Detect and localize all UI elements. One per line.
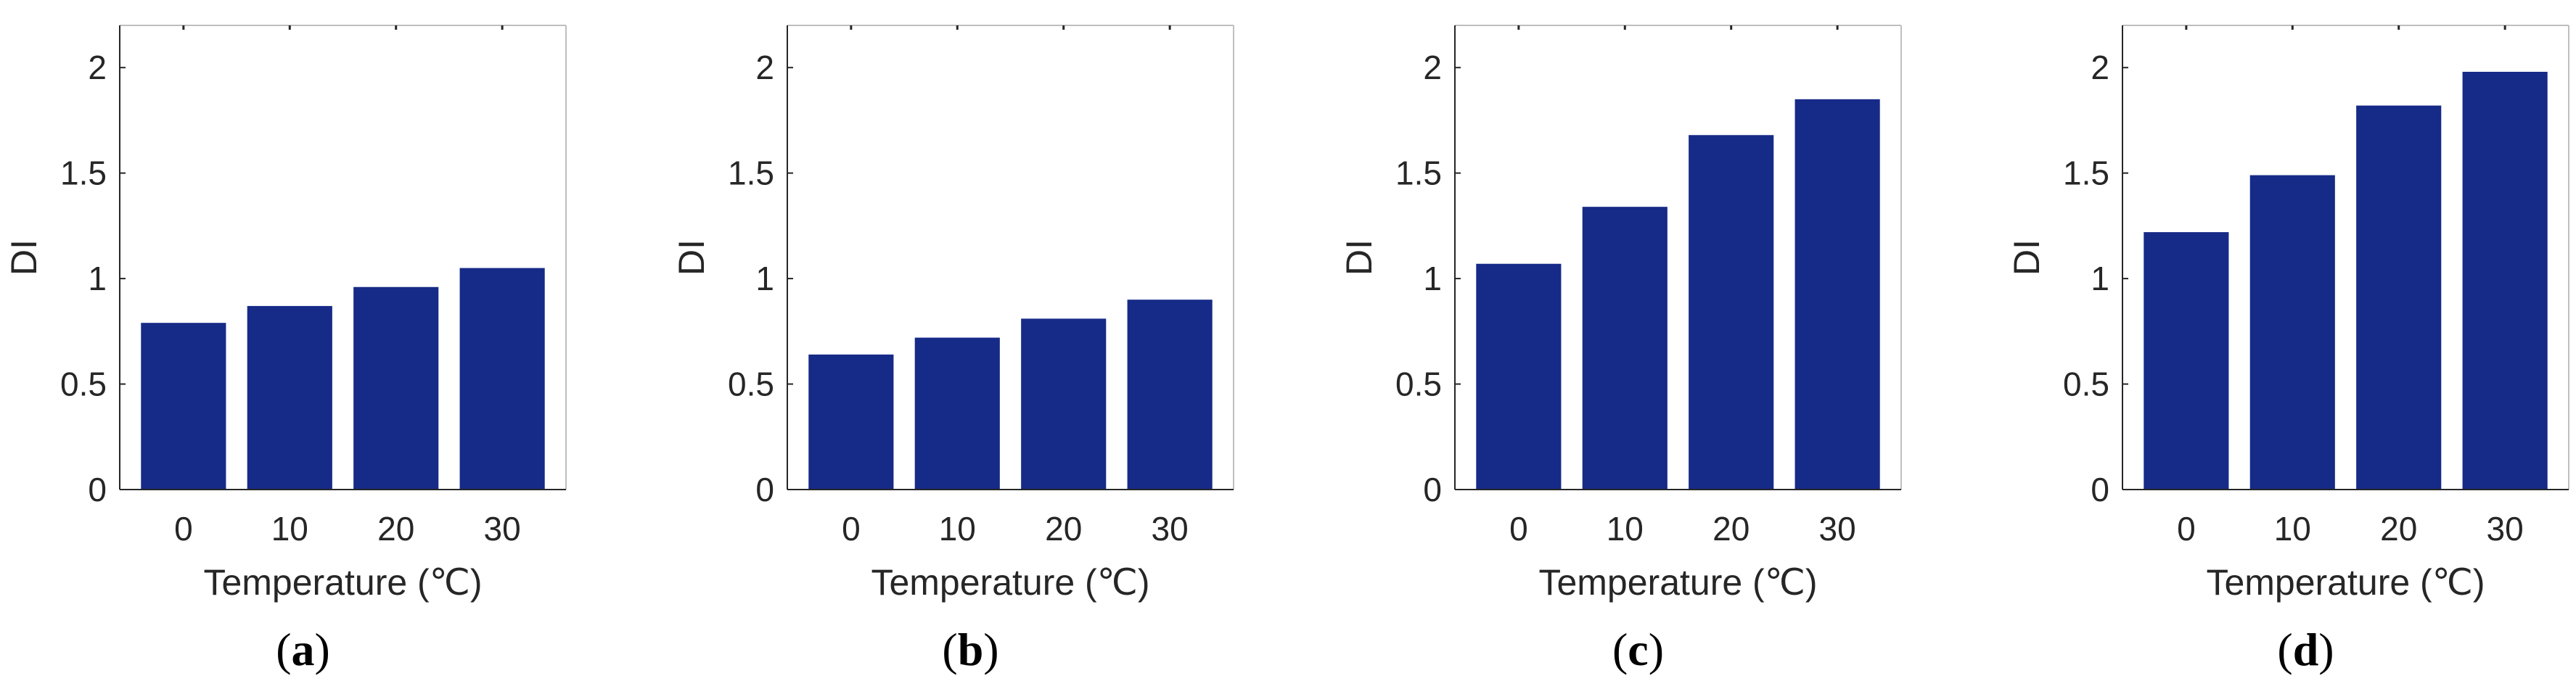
- x-tick-label-0: 0: [174, 510, 193, 548]
- y-tick-label-0: 0: [2091, 471, 2109, 508]
- y-tick-label-1.5: 1.5: [1395, 154, 1442, 192]
- chart-panel-d: 0 10 20 30 0 0.5 1 1.5 2 DI Temperature (℃) (d): [2006, 25, 2569, 675]
- bar-a-0: [141, 323, 226, 490]
- bar-b-20: [1021, 318, 1107, 490]
- x-tick-label-30: 30: [484, 510, 521, 548]
- x-tick-label-20: 20: [377, 510, 414, 548]
- y-tick-label-2: 2: [88, 49, 107, 86]
- panel-label: (b): [942, 624, 998, 675]
- y-tick-label-2: 2: [755, 49, 774, 86]
- y-tick-label-0.5: 0.5: [60, 366, 107, 403]
- bar-a-10: [247, 305, 332, 490]
- y-axis-label: DI: [1339, 239, 1379, 276]
- y-tick-label-1: 1: [1423, 260, 1442, 297]
- x-tick-label-20: 20: [2380, 510, 2417, 548]
- bar-b-0: [808, 354, 894, 490]
- chart-panel-a: 0 10 20 30 0 0.5 1 1.5 2 DI Temperature (℃) (a): [4, 25, 567, 675]
- bar-d-30: [2462, 72, 2548, 490]
- panel-label: (d): [2277, 624, 2334, 675]
- y-tick-label-1.5: 1.5: [2063, 154, 2109, 192]
- x-tick-label-30: 30: [1819, 510, 1856, 548]
- x-tick-label-0: 0: [2177, 510, 2196, 548]
- bar-d-10: [2249, 175, 2335, 490]
- x-tick-label-10: 10: [939, 510, 976, 548]
- x-tick-label-0: 0: [1509, 510, 1528, 548]
- x-axis-label: Temperature (℃): [1538, 562, 1817, 603]
- bar-b-30: [1127, 300, 1213, 490]
- x-tick-label-30: 30: [2487, 510, 2524, 548]
- y-tick-label-2: 2: [2091, 49, 2109, 86]
- chart-panel-b: 0 10 20 30 0 0.5 1 1.5 2 DI Temperature (℃) (b): [671, 25, 1234, 675]
- bar-d-20: [2356, 105, 2442, 490]
- chart-panel-c: 0 10 20 30 0 0.5 1 1.5 2 DI Temperature (℃) (c): [1339, 25, 1902, 675]
- bar-a-20: [353, 286, 439, 490]
- bar-b-10: [914, 337, 1000, 490]
- y-axis-label: DI: [671, 239, 712, 276]
- y-tick-label-1.5: 1.5: [60, 154, 107, 192]
- y-tick-label-0: 0: [88, 471, 107, 508]
- bar-c-20: [1689, 135, 1774, 490]
- x-tick-label-20: 20: [1712, 510, 1750, 548]
- x-axis-label: Temperature (℃): [871, 562, 1149, 603]
- panel-label: (a): [276, 624, 330, 675]
- x-axis-label: Temperature (℃): [2206, 562, 2485, 603]
- y-tick-label-1: 1: [88, 260, 107, 297]
- x-tick-label-0: 0: [842, 510, 861, 548]
- bar-c-30: [1794, 99, 1880, 490]
- y-axis-label: DI: [2006, 239, 2047, 276]
- x-tick-label-10: 10: [271, 510, 308, 548]
- y-tick-label-1: 1: [755, 260, 774, 297]
- x-axis-label: Temperature (℃): [203, 562, 482, 603]
- y-tick-label-0: 0: [755, 471, 774, 508]
- y-tick-label-1.5: 1.5: [728, 154, 774, 192]
- y-tick-label-0.5: 0.5: [2063, 366, 2109, 403]
- y-tick-label-1: 1: [2091, 260, 2109, 297]
- bar-a-30: [459, 268, 545, 490]
- bar-c-10: [1582, 207, 1668, 490]
- y-tick-label-0.5: 0.5: [1395, 366, 1442, 403]
- y-axis-label: DI: [4, 239, 44, 276]
- x-tick-label-30: 30: [1152, 510, 1189, 548]
- x-tick-label-10: 10: [1607, 510, 1644, 548]
- bar-d-0: [2144, 232, 2229, 490]
- y-tick-label-0: 0: [1423, 471, 1442, 508]
- y-tick-label-0.5: 0.5: [728, 366, 774, 403]
- x-tick-label-10: 10: [2274, 510, 2311, 548]
- panel-label: (c): [1612, 624, 1664, 675]
- bar-c-0: [1476, 263, 1562, 490]
- y-tick-label-2: 2: [1423, 49, 1442, 86]
- x-tick-label-20: 20: [1045, 510, 1082, 548]
